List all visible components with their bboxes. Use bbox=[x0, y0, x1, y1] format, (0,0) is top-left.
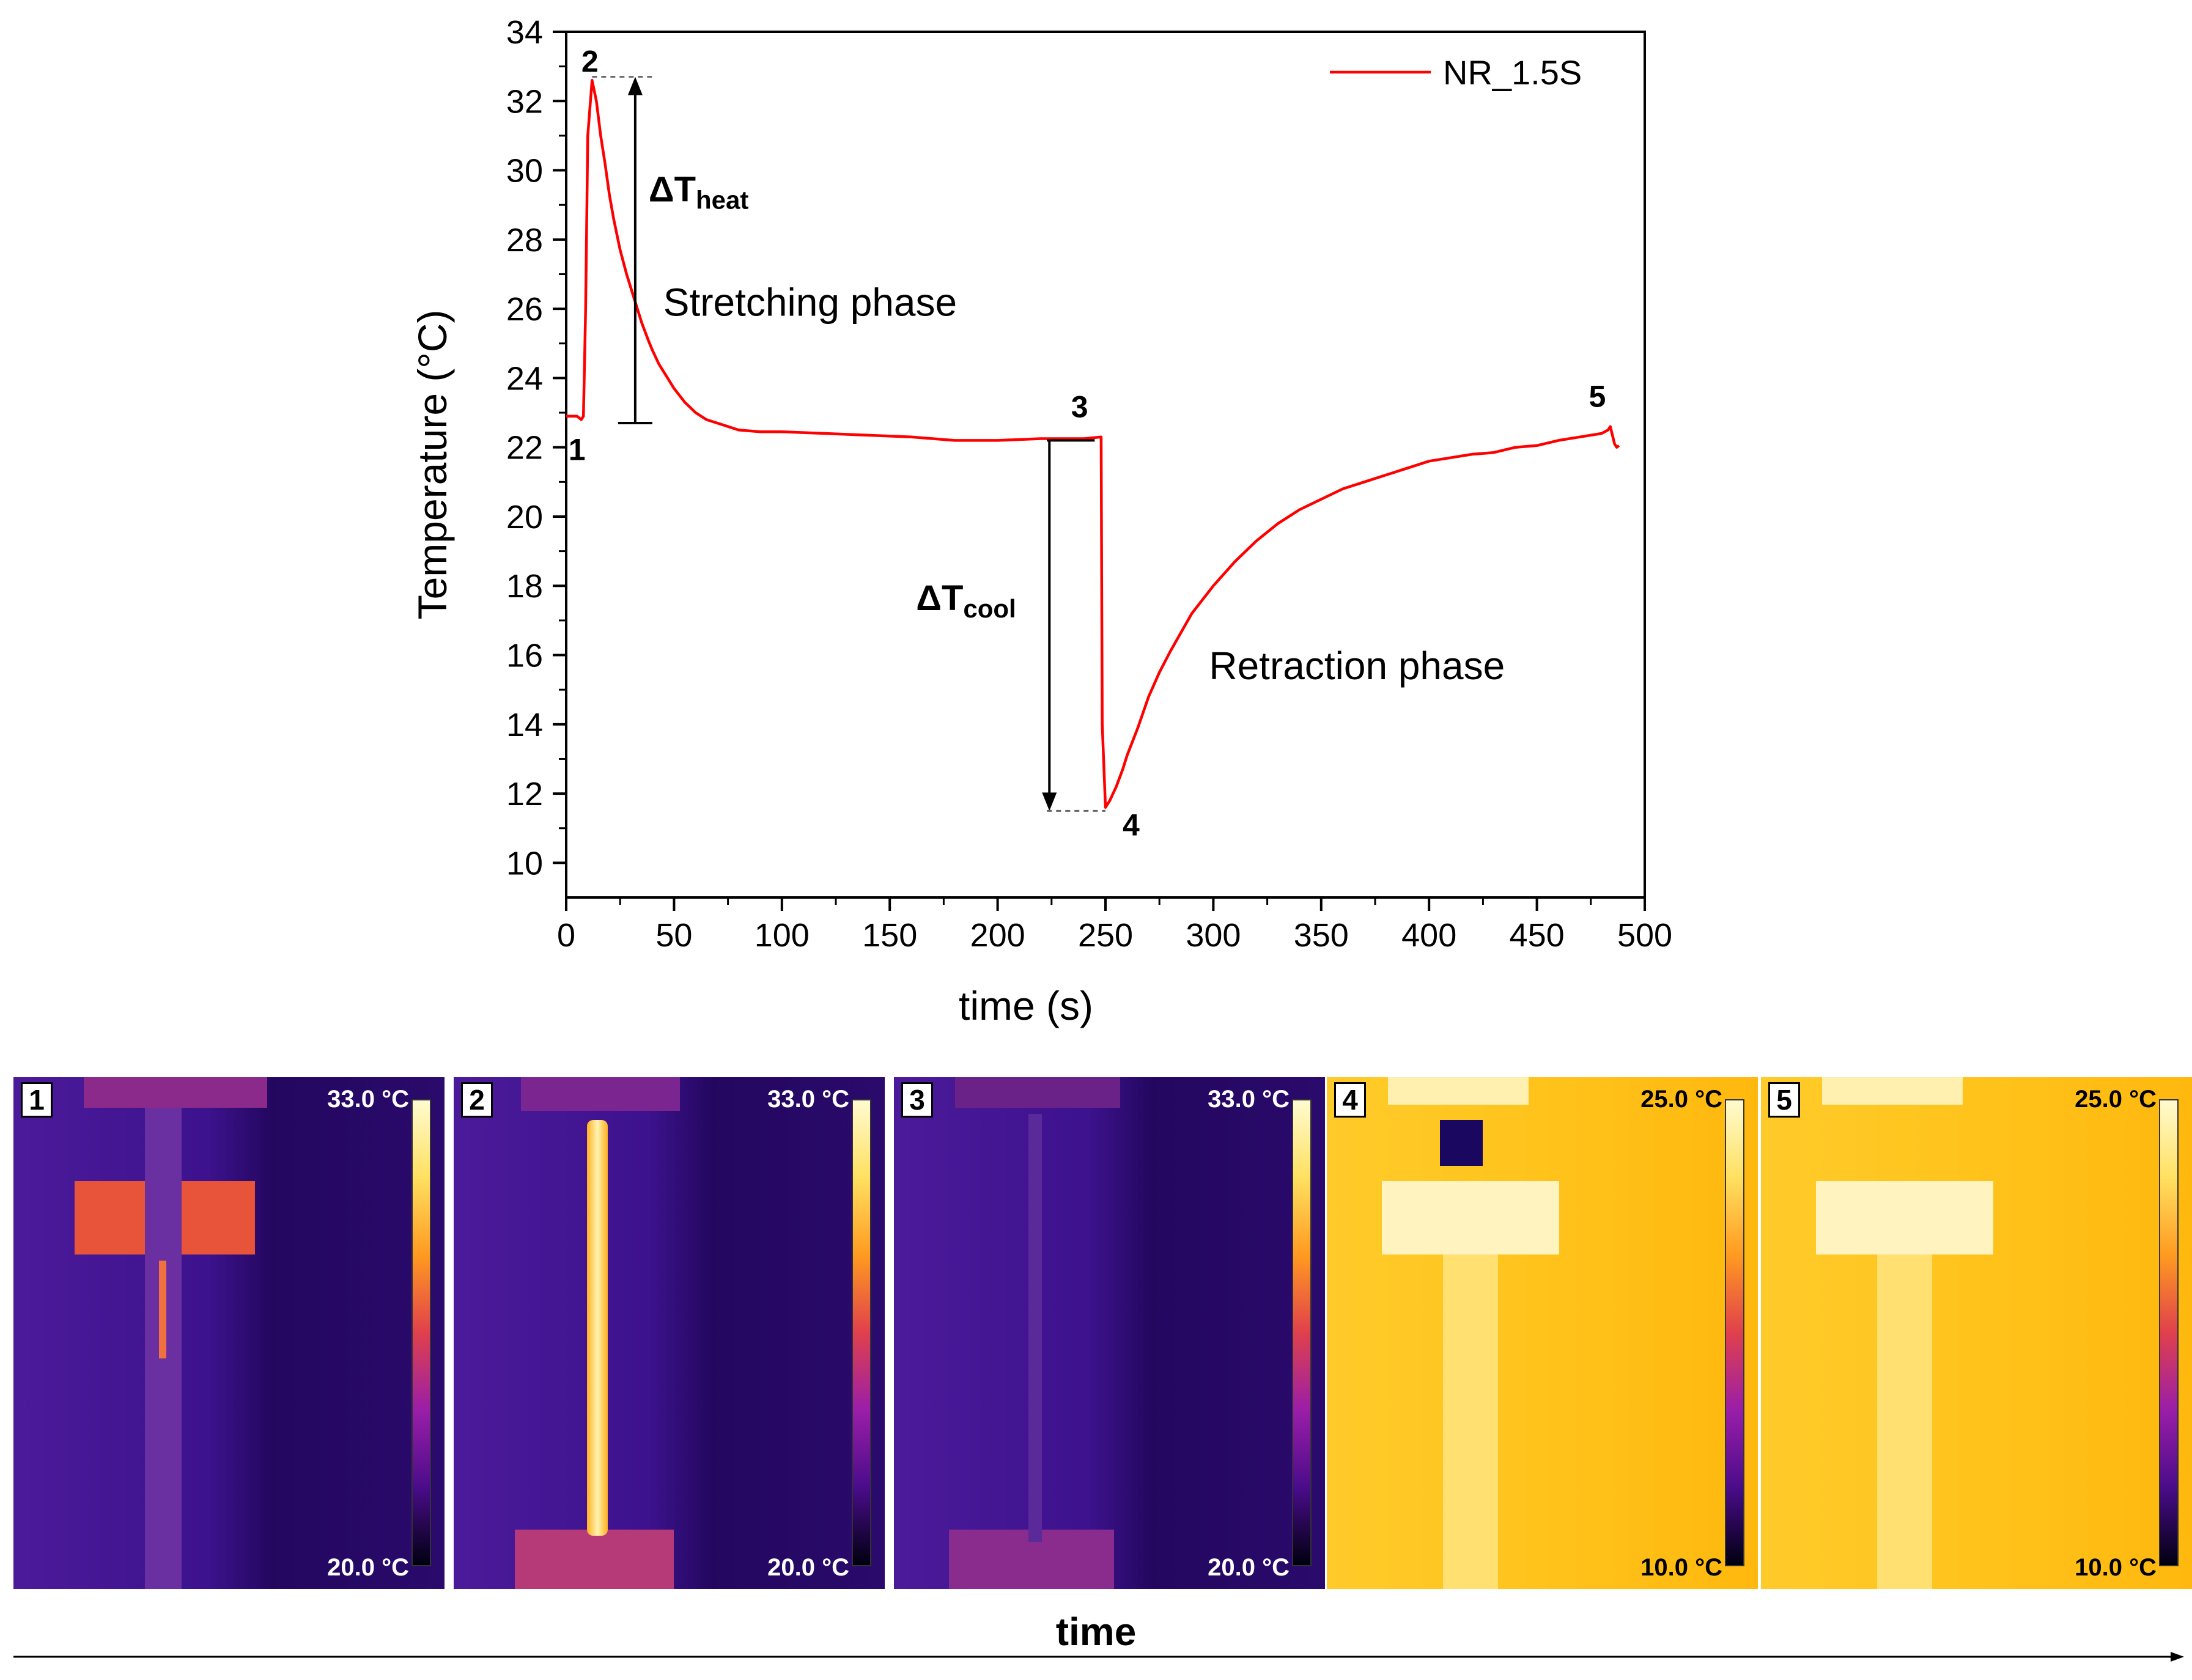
y-axis-label: Temperature (°C) bbox=[410, 310, 455, 620]
panel-min-temp: 20.0 °C bbox=[767, 1554, 849, 1581]
panel-min-temp: 20.0 °C bbox=[327, 1554, 409, 1581]
chart-axes: 0 50 100 150 200 250 300 350 400 450 5001012141618… bbox=[410, 14, 1672, 1028]
y-tick-label: 34 bbox=[506, 14, 543, 51]
x-tick-label: 400 bbox=[1401, 917, 1456, 954]
x-tick-label: 50 bbox=[655, 917, 692, 954]
y-tick-label: 12 bbox=[506, 776, 543, 812]
thermal-panel-4: 4 25.0 °C 10.0 °C bbox=[1327, 1077, 1758, 1589]
panel-number: 2 bbox=[461, 1082, 493, 1118]
delta-label: ΔTheat bbox=[649, 170, 748, 215]
timeline-arrowhead bbox=[2171, 1652, 2184, 1662]
temperature-chart: 0 50 100 150 200 250 300 350 400 450 5001012141618… bbox=[410, 14, 1672, 1028]
phase-label: Retraction phase bbox=[1209, 644, 1505, 688]
panel-max-temp: 33.0 °C bbox=[327, 1086, 409, 1113]
thermal-panel-1: 1 33.0 °C 20.0 °C bbox=[13, 1077, 445, 1589]
thermal-panel-5: 5 25.0 °C 10.0 °C bbox=[1761, 1077, 2192, 1589]
y-tick-label: 26 bbox=[506, 291, 543, 328]
y-tick-label: 22 bbox=[506, 430, 543, 466]
x-tick-label: 300 bbox=[1186, 917, 1241, 954]
timeline-label: time bbox=[1055, 1610, 1137, 1654]
panel-max-temp: 25.0 °C bbox=[1640, 1086, 1722, 1113]
panel-min-temp: 20.0 °C bbox=[1208, 1554, 1290, 1581]
y-tick-label: 10 bbox=[506, 845, 543, 882]
thermal-panel-3: 3 33.0 °C 20.0 °C bbox=[894, 1077, 1325, 1589]
x-tick-label: 100 bbox=[755, 917, 810, 954]
panel-number: 5 bbox=[1768, 1082, 1800, 1118]
x-tick-label: 500 bbox=[1617, 917, 1672, 954]
legend: NR_1.5S bbox=[1330, 53, 1582, 92]
thermal-colorbar bbox=[411, 1099, 431, 1566]
point-label: 4 bbox=[1123, 808, 1140, 842]
legend-label: NR_1.5S bbox=[1443, 53, 1582, 92]
panel-number: 4 bbox=[1334, 1082, 1366, 1118]
y-tick-label: 14 bbox=[506, 707, 543, 743]
timeline-arrow bbox=[13, 1652, 2184, 1662]
x-tick-label: 0 bbox=[557, 917, 575, 954]
thermal-colorbar bbox=[1725, 1099, 1744, 1566]
y-tick-label: 28 bbox=[506, 222, 543, 259]
panel-max-temp: 25.0 °C bbox=[2075, 1086, 2157, 1113]
thermal-colorbar bbox=[852, 1099, 871, 1566]
point-label: 2 bbox=[581, 45, 599, 79]
delta-arrowhead bbox=[627, 76, 643, 95]
panel-min-temp: 10.0 °C bbox=[1640, 1554, 1722, 1581]
chart-series: NR_1.5S bbox=[566, 53, 1620, 809]
x-tick-label: 350 bbox=[1294, 917, 1349, 954]
delta-label: ΔTcool bbox=[916, 578, 1016, 623]
x-tick-label: 200 bbox=[970, 917, 1025, 954]
point-label: 1 bbox=[569, 432, 586, 466]
panel-number: 3 bbox=[901, 1082, 933, 1118]
y-tick-label: 30 bbox=[506, 153, 543, 190]
x-tick-label: 150 bbox=[862, 917, 917, 954]
x-tick-label: 250 bbox=[1078, 917, 1133, 954]
y-tick-label: 18 bbox=[506, 568, 543, 605]
y-tick-label: 16 bbox=[506, 638, 543, 674]
delta-arrowhead bbox=[1042, 792, 1057, 811]
y-tick-label: 32 bbox=[506, 83, 543, 120]
panel-number: 1 bbox=[21, 1082, 53, 1118]
panel-max-temp: 33.0 °C bbox=[767, 1086, 849, 1113]
y-tick-label: 20 bbox=[506, 499, 543, 536]
point-label: 3 bbox=[1071, 390, 1088, 424]
panel-min-temp: 10.0 °C bbox=[2075, 1554, 2157, 1581]
point-label: 5 bbox=[1589, 380, 1606, 414]
phase-label: Stretching phase bbox=[663, 280, 957, 324]
chart-annotations: 1 2 3 4 5 ΔTheat ΔTcool Stretching phase Retract… bbox=[569, 45, 1606, 842]
panel-max-temp: 33.0 °C bbox=[1208, 1086, 1290, 1113]
thermal-colorbar bbox=[2159, 1099, 2179, 1566]
y-tick-label: 24 bbox=[506, 360, 543, 397]
x-tick-label: 450 bbox=[1510, 917, 1565, 954]
thermal-colorbar bbox=[1292, 1099, 1312, 1566]
series-line bbox=[566, 79, 1620, 809]
x-axis-label: time (s) bbox=[959, 983, 1093, 1028]
thermal-panel-2: 2 33.0 °C 20.0 °C bbox=[454, 1077, 885, 1589]
